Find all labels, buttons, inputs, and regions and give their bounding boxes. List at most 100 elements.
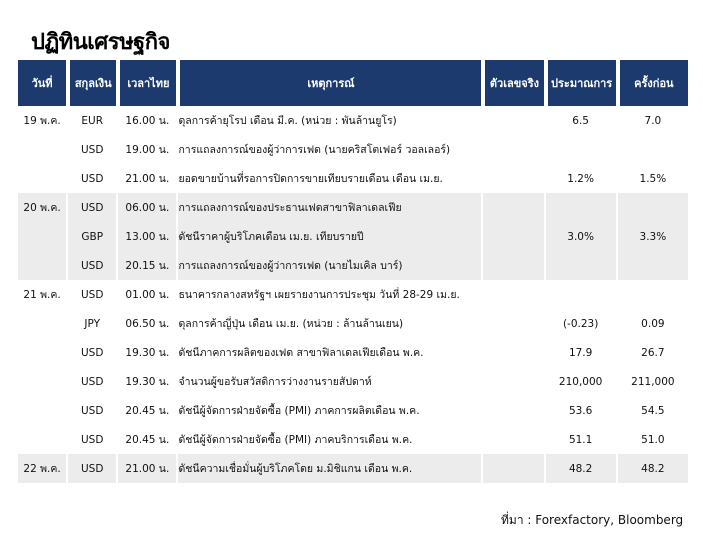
source-note: ที่มา : Forexfactory, Bloomberg: [501, 513, 684, 527]
cell-forecast: [546, 280, 616, 309]
page-title: ปฏิทินเศรษฐกิจ: [31, 30, 170, 55]
cell-actual: [483, 164, 543, 193]
table-row: 19 พ.ค. EUR 16.00 น. ดุลการค้ายุโรป เดือน ม…: [18, 106, 688, 135]
table-row: USD 20.15 น. การแถลงการณ์ของผู้ว่าการเฟด (…: [18, 251, 688, 280]
table-row: USD 21.00 น. ยอดขายบ้านที่รอการปิดการขายเท…: [18, 164, 688, 193]
cell-currency: GBP: [68, 222, 117, 251]
table-row: GBP 13.00 น. ดัชนีราคาผู้บริโภคเดือน เม.ย.…: [18, 222, 688, 251]
cell-forecast: 53.6: [568, 404, 593, 417]
cell-forecast: 48.2: [545, 454, 616, 483]
cell-date: [18, 135, 66, 164]
cell-forecast: (-0.23): [562, 317, 599, 330]
cell-event: การแถลงการณ์ของประธานเฟดสาขาฟิลาเดลเฟีย: [178, 193, 482, 222]
header-previous: ครั้งก่อน: [617, 60, 688, 106]
cell-forecast: [546, 135, 616, 164]
cell-event: ยอดขายบ้านที่รอการปิดการขายเทียบรายเดือน…: [178, 173, 443, 185]
cell-forecast: 3.0%: [545, 222, 616, 251]
cell-previous: 3.3%: [617, 222, 688, 251]
cell-actual: [483, 425, 543, 454]
cell-previous: 54.5: [641, 404, 665, 417]
cell-event: จำนวนผู้ขอรับสวัสดิการว่างงานรายสัปดาห์: [178, 376, 372, 388]
cell-event: ธนาคารกลางสหรัฐฯ เผยรายงานการประชุม วันท…: [178, 289, 460, 301]
cell-currency: USD: [80, 172, 104, 185]
cell-currency: USD: [80, 288, 104, 301]
table-row: USD 19.30 น. ดัชนีภาคการผลิตของเฟด สาขาฟิล…: [18, 338, 688, 367]
cell-date: [18, 425, 66, 454]
cell-event: ดุลการค้าญี่ปุ่น เดือน เม.ย. (หน่วย : ล้…: [178, 318, 404, 330]
cell-event: ดัชนีภาคการผลิตของเฟด สาขาฟิลาเดลเฟียเดื…: [178, 347, 424, 359]
table-row: 21 พ.ค. USD 01.00 น. ธนาคารกลางสหรัฐฯ เผยรา…: [18, 280, 688, 309]
table-header-row: วันที่ สกุลเงิน เวลาไทย เหตุการณ์ ตัวเลข…: [18, 60, 688, 106]
cell-actual: [483, 193, 544, 222]
table-row: USD 19.00 น. การแถลงการณ์ของผู้ว่าการเฟด (…: [18, 135, 688, 164]
cell-currency: USD: [80, 143, 104, 156]
cell-currency: USD: [80, 375, 104, 388]
table-row: USD 20.45 น. ดัชนีผู้จัดการฝ่ายจัดซื้อ (PM…: [18, 425, 688, 454]
cell-actual: [483, 454, 544, 483]
header-forecast: ประมาณการ: [545, 60, 616, 106]
cell-previous: [617, 251, 688, 280]
cell-time: 19.30 น.: [125, 347, 170, 359]
cell-event: ดัชนีราคาผู้บริโภคเดือน เม.ย. เทียบรายปี: [178, 222, 482, 251]
cell-time: 13.00 น.: [118, 222, 177, 251]
table-row: USD 20.45 น. ดัชนีผู้จัดการฝ่ายจัดซื้อ (PM…: [18, 396, 688, 425]
table-body: 19 พ.ค. EUR 16.00 น. ดุลการค้ายุโรป เดือน ม…: [18, 106, 688, 483]
table-row: 22 พ.ค. USD 21.00 น. ดัชนีความเชื่อมั่นผู้บ…: [18, 454, 688, 483]
table-row: 20 พ.ค. USD 06.00 น. การแถลงการณ์ของประธานเ…: [18, 193, 688, 222]
cell-previous: 0.09: [641, 317, 665, 330]
cell-event: การแถลงการณ์ของผู้ว่าการเฟด (นายคริสโตเฟ…: [178, 144, 451, 156]
cell-actual: [483, 309, 543, 338]
header-event: เหตุการณ์: [178, 60, 482, 106]
table-row: USD 19.30 น. จำนวนผู้ขอรับสวัสดิการว่างงาน…: [18, 367, 688, 396]
cell-actual: [483, 396, 543, 425]
cell-time: 21.00 น.: [125, 173, 170, 185]
header-actual: ตัวเลขจริง: [483, 60, 544, 106]
cell-previous: [617, 193, 688, 222]
cell-date: 20 พ.ค.: [18, 193, 67, 222]
cell-time: 06.00 น.: [118, 193, 177, 222]
economic-calendar-table: วันที่ สกุลเงิน เวลาไทย เหตุการณ์ ตัวเลข…: [16, 60, 690, 483]
cell-currency: USD: [68, 193, 117, 222]
header-currency: สกุลเงิน: [68, 60, 117, 106]
cell-previous: [618, 135, 688, 164]
cell-currency: JPY: [84, 317, 101, 330]
cell-date: [18, 164, 66, 193]
cell-event: ดัชนีความเชื่อมั่นผู้บริโภคโดย ม.มิชิแกน…: [178, 454, 482, 483]
cell-forecast: [545, 193, 616, 222]
cell-actual: [483, 367, 543, 396]
cell-forecast: 17.9: [568, 346, 593, 359]
cell-time: 19.30 น.: [125, 376, 170, 388]
cell-date: 22 พ.ค.: [18, 454, 67, 483]
cell-actual: [483, 222, 544, 251]
cell-currency: EUR: [81, 114, 104, 127]
cell-event: ดัชนีผู้จัดการฝ่ายจัดซื้อ (PMI) ภาคการผล…: [178, 405, 420, 417]
cell-date: [18, 338, 66, 367]
cell-forecast: 51.1: [568, 433, 593, 446]
cell-actual: [483, 135, 543, 164]
cell-currency: USD: [68, 251, 117, 280]
cell-previous: 26.7: [641, 346, 665, 359]
cell-currency: USD: [80, 433, 104, 446]
cell-previous: 51.0: [641, 433, 665, 446]
cell-time: 20.45 น.: [125, 405, 170, 417]
cell-previous: 211,000: [631, 375, 675, 388]
cell-time: 20.45 น.: [125, 434, 170, 446]
cell-previous: [618, 280, 688, 309]
cell-date: 19 พ.ค.: [23, 115, 61, 127]
header-time: เวลาไทย: [118, 60, 177, 106]
table-row: JPY 06.50 น. ดุลการค้าญี่ปุ่น เดือน เม.ย. …: [18, 309, 688, 338]
cell-event: การแถลงการณ์ของผู้ว่าการเฟด (นายไมเคิล บ…: [178, 251, 482, 280]
cell-currency: USD: [80, 404, 104, 417]
cell-actual: [483, 106, 543, 135]
cell-previous: 7.0: [644, 114, 662, 127]
cell-time: 19.00 น.: [125, 144, 170, 156]
cell-date: 21 พ.ค.: [23, 289, 61, 301]
cell-forecast: 1.2%: [567, 172, 594, 185]
cell-previous: 1.5%: [639, 172, 667, 185]
cell-date: [18, 309, 66, 338]
cell-date: [18, 367, 66, 396]
cell-date: [18, 222, 67, 251]
cell-time: 21.00 น.: [118, 454, 177, 483]
cell-forecast: 6.5: [572, 114, 589, 127]
cell-time: 06.50 น.: [125, 318, 170, 330]
